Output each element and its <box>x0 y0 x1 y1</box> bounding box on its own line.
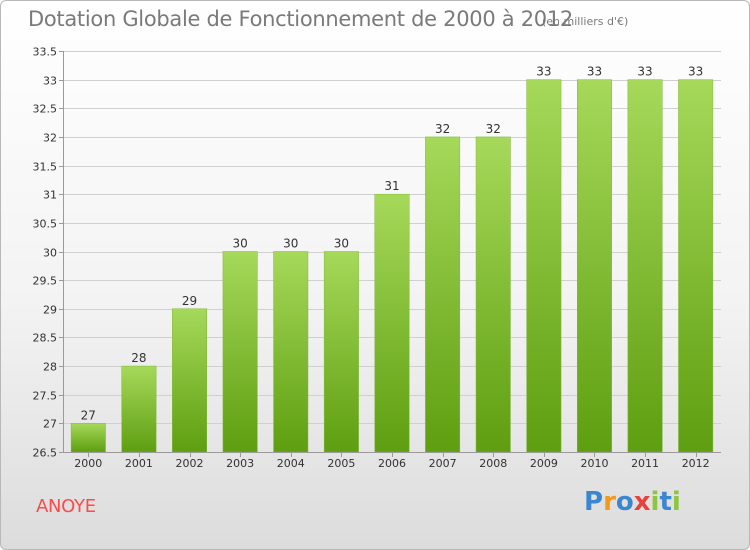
bar-value-label: 28 <box>131 351 146 365</box>
y-tick-label: 30.5 <box>33 218 58 231</box>
y-tick-label: 32.5 <box>33 103 58 116</box>
bar-2001 <box>121 365 157 453</box>
commune-name: ANOYE <box>36 496 96 517</box>
y-tick-label: 28 <box>43 361 57 374</box>
y-tick-label: 27.5 <box>33 390 58 403</box>
y-tick-label: 31 <box>43 189 57 202</box>
bar-2009 <box>526 79 562 453</box>
y-tick-label: 28.5 <box>33 332 58 345</box>
bar-2004 <box>273 251 309 453</box>
x-tick-label: 2006 <box>378 457 406 470</box>
bar-2008 <box>475 136 511 453</box>
chart-subtitle: (en milliers d'€) <box>542 15 629 28</box>
logo-letter: r <box>603 487 616 517</box>
bar-value-label: 33 <box>688 65 703 79</box>
logo-letter: x <box>633 487 651 517</box>
labels: 26.5 27 27.5 28 28.5 29 29.5 30 30.5 31 31.5 32 32.5… <box>33 46 710 471</box>
bar-2006 <box>374 193 410 453</box>
x-tick-label: 2010 <box>580 457 608 470</box>
logo-letter: o <box>615 487 634 517</box>
proxiti-logo[interactable]: Proxiti <box>584 487 681 517</box>
bar-2002 <box>172 308 207 453</box>
x-tick-label: 2001 <box>125 457 153 470</box>
bar-2012 <box>678 79 714 453</box>
logo-letter: i <box>650 487 660 517</box>
logo-letter: t <box>659 487 672 517</box>
x-tick-label: 2000 <box>74 457 102 470</box>
axes <box>59 51 721 457</box>
y-tick-label: 32 <box>43 132 57 145</box>
bar-value-label: 33 <box>536 65 551 79</box>
bar-2005 <box>323 251 359 453</box>
bar-2003 <box>222 251 258 453</box>
bar-2011 <box>627 79 663 453</box>
chart-title: Dotation Globale de Fonctionnement de 20… <box>28 7 573 31</box>
bar-value-label: 31 <box>384 179 399 193</box>
y-tick-label: 26.5 <box>33 447 58 460</box>
bar-value-label: 32 <box>486 122 501 136</box>
x-tick-label: 2008 <box>479 457 507 470</box>
bars <box>70 79 714 453</box>
bar-value-label: 33 <box>587 65 602 79</box>
bar-value-label: 27 <box>81 408 96 422</box>
y-tick-label: 27 <box>43 418 57 431</box>
logo-letter: P <box>584 487 604 517</box>
x-tick-label: 2004 <box>277 457 305 470</box>
bar-value-label: 30 <box>233 237 248 251</box>
y-tick-label: 29 <box>43 304 57 317</box>
logo-letter: i <box>671 487 681 517</box>
y-tick-label: 33.5 <box>33 46 58 59</box>
x-tick-label: 2007 <box>429 457 457 470</box>
bar-value-label: 32 <box>435 122 450 136</box>
bar-value-label: 29 <box>182 294 197 308</box>
y-tick-label: 30 <box>43 247 57 260</box>
x-tick-label: 2005 <box>327 457 355 470</box>
bar-2010 <box>577 79 612 453</box>
y-tick-label: 29.5 <box>33 275 58 288</box>
x-tick-label: 2002 <box>176 457 204 470</box>
bar-value-label: 30 <box>334 237 349 251</box>
bar-2007 <box>425 136 461 453</box>
x-tick-label: 2003 <box>226 457 254 470</box>
x-tick-label: 2009 <box>530 457 558 470</box>
x-tick-label: 2012 <box>682 457 710 470</box>
bar-value-label: 33 <box>637 65 652 79</box>
x-tick-label: 2011 <box>631 457 659 470</box>
y-tick-label: 31.5 <box>33 161 58 174</box>
y-tick-label: 33 <box>43 75 57 88</box>
bar-value-label: 30 <box>283 237 298 251</box>
bar-2000 <box>70 423 106 453</box>
